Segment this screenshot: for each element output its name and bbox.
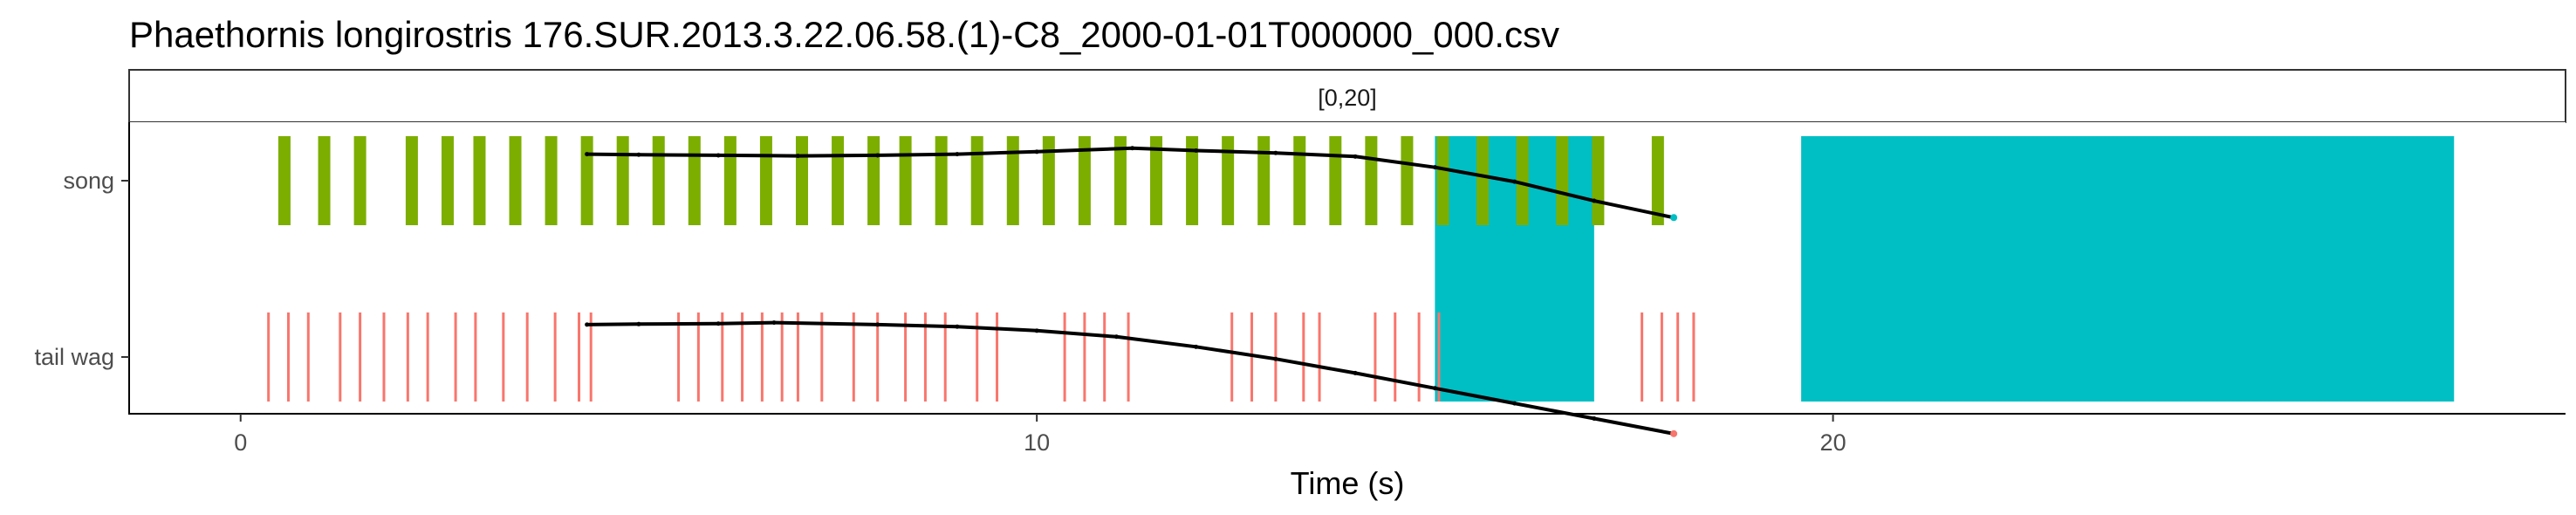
highlight-region-1 [1801, 136, 2455, 402]
song-event-25 [1186, 136, 1199, 225]
song-trend-point-7 [1130, 146, 1135, 151]
tail-wag-trend-point-13 [1592, 416, 1597, 421]
facet-strip-label: [0,20] [1318, 85, 1377, 111]
song-trend-point-1 [636, 152, 641, 157]
song-event-36 [1592, 136, 1605, 225]
song-event-31 [1401, 136, 1414, 225]
song-event-4 [441, 136, 454, 225]
song-event-7 [545, 136, 558, 225]
song-event-5 [473, 136, 486, 225]
tail-wag-trend-point-10 [1353, 370, 1358, 375]
song-trend-point-4 [875, 153, 880, 158]
x-axis: 0 10 20 [234, 414, 1846, 456]
tail-wag-trend-point-11 [1432, 386, 1437, 391]
tail-wag-trend-point-0 [585, 322, 590, 327]
tail-wag-trend-point-1 [636, 321, 641, 326]
chart-title: Phaethornis longirostris 176.SUR.2013.3.… [129, 14, 1559, 55]
song-trend-point-9 [1273, 150, 1278, 155]
song-trend-point-13 [1592, 198, 1597, 203]
song-trend-point-11 [1432, 165, 1437, 170]
song-event-29 [1329, 136, 1342, 225]
tail-wag-trend-point-6 [1034, 328, 1039, 333]
song-event-35 [1556, 136, 1569, 225]
song-event-10 [652, 136, 665, 225]
tail-wag-trend-point-8 [1194, 344, 1199, 349]
x-axis-title: Time (s) [1291, 465, 1405, 501]
x-tick-label-1: 10 [1024, 429, 1050, 456]
tail-wag-trend-point-7 [1113, 334, 1119, 340]
tail-wag-trend-point-5 [955, 324, 960, 329]
song-event-23 [1113, 136, 1127, 225]
tail-wag-trend-point-2 [716, 321, 721, 326]
y-axis: song tail wag [34, 168, 129, 370]
song-event-15 [832, 136, 845, 225]
song-trend-point-6 [1034, 149, 1039, 154]
song-trend-point-12 [1512, 179, 1518, 184]
song-event-6 [509, 136, 522, 225]
tail-wag-trend-point-4 [875, 322, 880, 327]
highlight-region-0 [1435, 136, 1594, 402]
song-event-16 [867, 136, 880, 225]
song-event-17 [899, 136, 912, 225]
song-event-0 [277, 136, 291, 225]
song-event-13 [759, 136, 772, 225]
highlight-layer [1435, 136, 2455, 402]
tail-wag-trend-point-9 [1273, 356, 1278, 361]
song-event-26 [1222, 136, 1235, 225]
song-event-8 [580, 136, 593, 225]
song-events-layer [277, 136, 1664, 225]
song-trend-end-point [1670, 214, 1678, 222]
x-tick-label-0: 0 [234, 429, 247, 456]
song-event-33 [1476, 136, 1490, 225]
song-event-27 [1257, 136, 1271, 225]
song-event-3 [405, 136, 418, 225]
x-tick-label-2: 20 [1820, 429, 1846, 456]
song-event-11 [688, 136, 701, 225]
song-trend-point-10 [1353, 154, 1358, 159]
song-event-1 [318, 136, 331, 225]
song-event-9 [616, 136, 629, 225]
song-event-18 [935, 136, 948, 225]
song-event-21 [1042, 136, 1055, 225]
song-event-37 [1651, 136, 1664, 225]
song-trend-point-8 [1194, 148, 1199, 153]
song-event-2 [353, 136, 367, 225]
song-event-28 [1293, 136, 1306, 225]
tail-wag-trend-point-3 [771, 320, 777, 326]
plot-panel [128, 122, 2566, 437]
song-event-22 [1078, 136, 1091, 225]
song-event-24 [1150, 136, 1163, 225]
song-event-32 [1436, 136, 1449, 225]
song-trend-point-2 [716, 153, 721, 158]
song-event-34 [1516, 136, 1529, 225]
facet-strip-box [128, 69, 2566, 123]
song-trend-point-3 [795, 154, 800, 159]
tail-wag-events-layer [267, 312, 1696, 402]
facet-strip: [0,20] [128, 69, 2566, 123]
trend-lines-layer [585, 146, 1678, 437]
song-trend-point-0 [585, 152, 590, 157]
y-tick-label-0: song [63, 168, 114, 194]
song-event-14 [795, 136, 808, 225]
axis-lines [128, 122, 2566, 415]
song-event-12 [723, 136, 736, 225]
song-trend-point-5 [955, 152, 960, 157]
tail-wag-trend-end-point [1670, 429, 1678, 437]
tail-wag-trend-point-12 [1512, 401, 1518, 406]
song-event-30 [1365, 136, 1378, 225]
song-event-19 [970, 136, 983, 225]
song-event-20 [1006, 136, 1019, 225]
y-tick-label-1: tail wag [34, 344, 114, 370]
